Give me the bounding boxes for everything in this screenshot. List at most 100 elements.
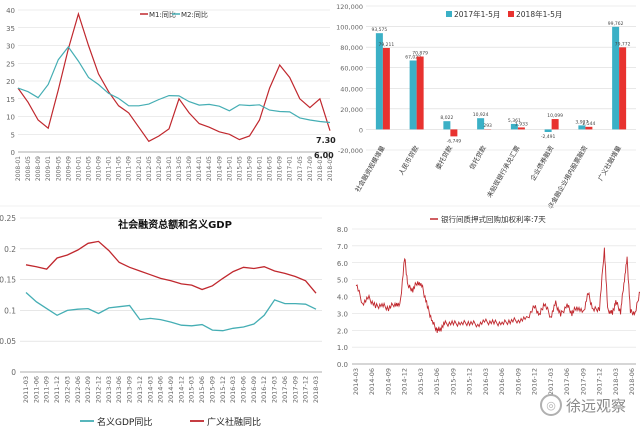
x-tick-label: 2012-09 xyxy=(156,156,163,181)
y-tick-label: 5.0 xyxy=(337,277,348,285)
bar-2018 xyxy=(417,57,424,130)
x-tick-label: 2011-05 xyxy=(116,156,123,181)
y-tick-label: 0.15 xyxy=(0,276,16,285)
x-tick-label: 2017-06 xyxy=(281,376,289,403)
x-tick-label: 2015-09 xyxy=(449,368,457,395)
bar-2018 xyxy=(383,48,390,129)
y-tick-label: 0.05 xyxy=(0,337,16,346)
x-tick-label: 2015-06 xyxy=(198,376,206,403)
x-tick-label: 2017-03 xyxy=(271,376,279,403)
legend-label: M2:同比 xyxy=(181,10,208,19)
bar-data-label: 10,099 xyxy=(547,113,563,119)
x-tick-label: 2018-03 xyxy=(312,376,320,403)
bar-2018 xyxy=(450,129,457,136)
series-line-m2 xyxy=(18,47,330,123)
loans-chart: -20,000020,00040,00060,00080,000100,0001… xyxy=(336,3,636,210)
x-tick-label: 2016-03 xyxy=(482,368,490,395)
y-tick-label: 0.1 xyxy=(4,306,16,315)
category-label: 未贴现银行承兑汇票 xyxy=(485,143,522,199)
y-tick-label: 40,000 xyxy=(340,85,363,93)
y-tick-label: 0 xyxy=(11,149,15,157)
series-line-m1 xyxy=(18,14,330,141)
x-tick-label: 2014-09 xyxy=(167,376,175,403)
x-tick-label: 2014-03 xyxy=(146,376,154,403)
annotation-m1-end: 6.00 xyxy=(314,151,334,160)
x-tick-label: 2016-06 xyxy=(240,376,248,403)
x-tick-label: 2015-12 xyxy=(466,368,474,395)
y-tick-label: 100,000 xyxy=(336,24,363,32)
legend-label: 2017年1-5月 xyxy=(454,9,500,19)
legend-label: 广义社融同比 xyxy=(207,416,261,428)
y-tick-label: 4.0 xyxy=(337,294,348,302)
x-tick-label: 2011-09 xyxy=(43,376,51,403)
y-tick-label: 0 xyxy=(11,368,16,377)
x-tick-label: 2014-05 xyxy=(206,156,213,181)
x-tick-label: 2013-01 xyxy=(166,156,173,181)
y-tick-label: 25 xyxy=(6,60,15,68)
x-tick-label: 2016-09 xyxy=(514,368,522,395)
y-tick-label: 0 xyxy=(359,126,363,134)
bar-data-label: 70,879 xyxy=(412,51,428,57)
legend-swatch xyxy=(446,11,452,17)
bar-data-label: 93,575 xyxy=(372,27,388,33)
bar-data-label: 79,772 xyxy=(615,41,631,47)
x-tick-label: 2010-01 xyxy=(75,156,82,181)
watermark: ◎ 徐远观察 xyxy=(540,388,636,422)
x-tick-label: 2011-06 xyxy=(32,376,40,403)
category-label: 广义社融增量 xyxy=(596,143,624,182)
x-tick-label: 2014-09 xyxy=(216,156,223,181)
legend-swatch xyxy=(508,11,514,17)
category-label: 信托贷款 xyxy=(467,143,488,170)
x-tick-label: 2016-12 xyxy=(531,368,539,395)
chart-title: 社会融资总额和名义GDP xyxy=(117,218,232,231)
y-tick-label: 60,000 xyxy=(340,65,363,73)
x-tick-label: 2009-01 xyxy=(45,156,52,181)
y-tick-label: 2.0 xyxy=(337,327,348,335)
x-tick-label: 2012-01 xyxy=(136,156,143,181)
y-tick-label: 3.0 xyxy=(337,310,348,318)
bar-data-label: 99,762 xyxy=(608,21,624,27)
y-tick-label: 0.25 xyxy=(0,214,16,223)
x-tick-label: 2015-01 xyxy=(226,156,233,181)
bar-2018 xyxy=(619,47,626,129)
bar-data-label: 293 xyxy=(483,123,492,129)
x-tick-label: 2015-06 xyxy=(433,368,441,395)
series-line-repo xyxy=(356,248,640,333)
y-tick-label: 1.0 xyxy=(337,344,348,352)
y-tick-label: 40 xyxy=(6,7,15,15)
x-tick-label: 2011-01 xyxy=(106,156,113,181)
x-tick-label: 2012-03 xyxy=(63,376,71,403)
y-tick-label: 15 xyxy=(6,96,15,104)
x-tick-label: 2013-09 xyxy=(126,376,134,403)
x-tick-label: 2016-05 xyxy=(267,156,274,181)
watermark-text: 徐远观察 xyxy=(566,395,626,416)
y-tick-label: 0.0 xyxy=(337,361,348,369)
y-tick-label: 0.2 xyxy=(4,245,16,254)
x-tick-label: 2012-06 xyxy=(74,376,82,403)
x-tick-label: 2008-05 xyxy=(25,156,32,181)
bar-data-label: 1,933 xyxy=(515,121,528,127)
bar-2018 xyxy=(518,127,525,129)
x-tick-label: 2014-09 xyxy=(384,368,392,395)
category-label: 人民币贷款 xyxy=(396,143,420,176)
y-tick-label: 6.0 xyxy=(337,260,348,268)
x-tick-label: 2015-09 xyxy=(208,376,216,403)
x-tick-label: 2015-03 xyxy=(188,376,196,403)
x-tick-label: 2016-09 xyxy=(277,156,284,181)
category-label: 委托贷款 xyxy=(433,143,454,170)
x-tick-label: 2015-05 xyxy=(236,156,243,181)
x-tick-label: 2011-09 xyxy=(126,156,133,181)
series-line-financing xyxy=(26,241,316,293)
bar-data-label: -6,749 xyxy=(447,138,462,144)
y-tick-label: -20,000 xyxy=(338,147,363,155)
x-tick-label: 2014-03 xyxy=(352,368,360,395)
x-tick-label: 2016-03 xyxy=(229,376,237,403)
x-tick-label: 2013-09 xyxy=(186,156,193,181)
x-tick-label: 2016-01 xyxy=(257,156,264,181)
bar-2017 xyxy=(545,129,552,132)
legend-label: 银行间质押式回购加权利率:7天 xyxy=(441,214,546,224)
x-tick-label: 2012-09 xyxy=(84,376,92,403)
